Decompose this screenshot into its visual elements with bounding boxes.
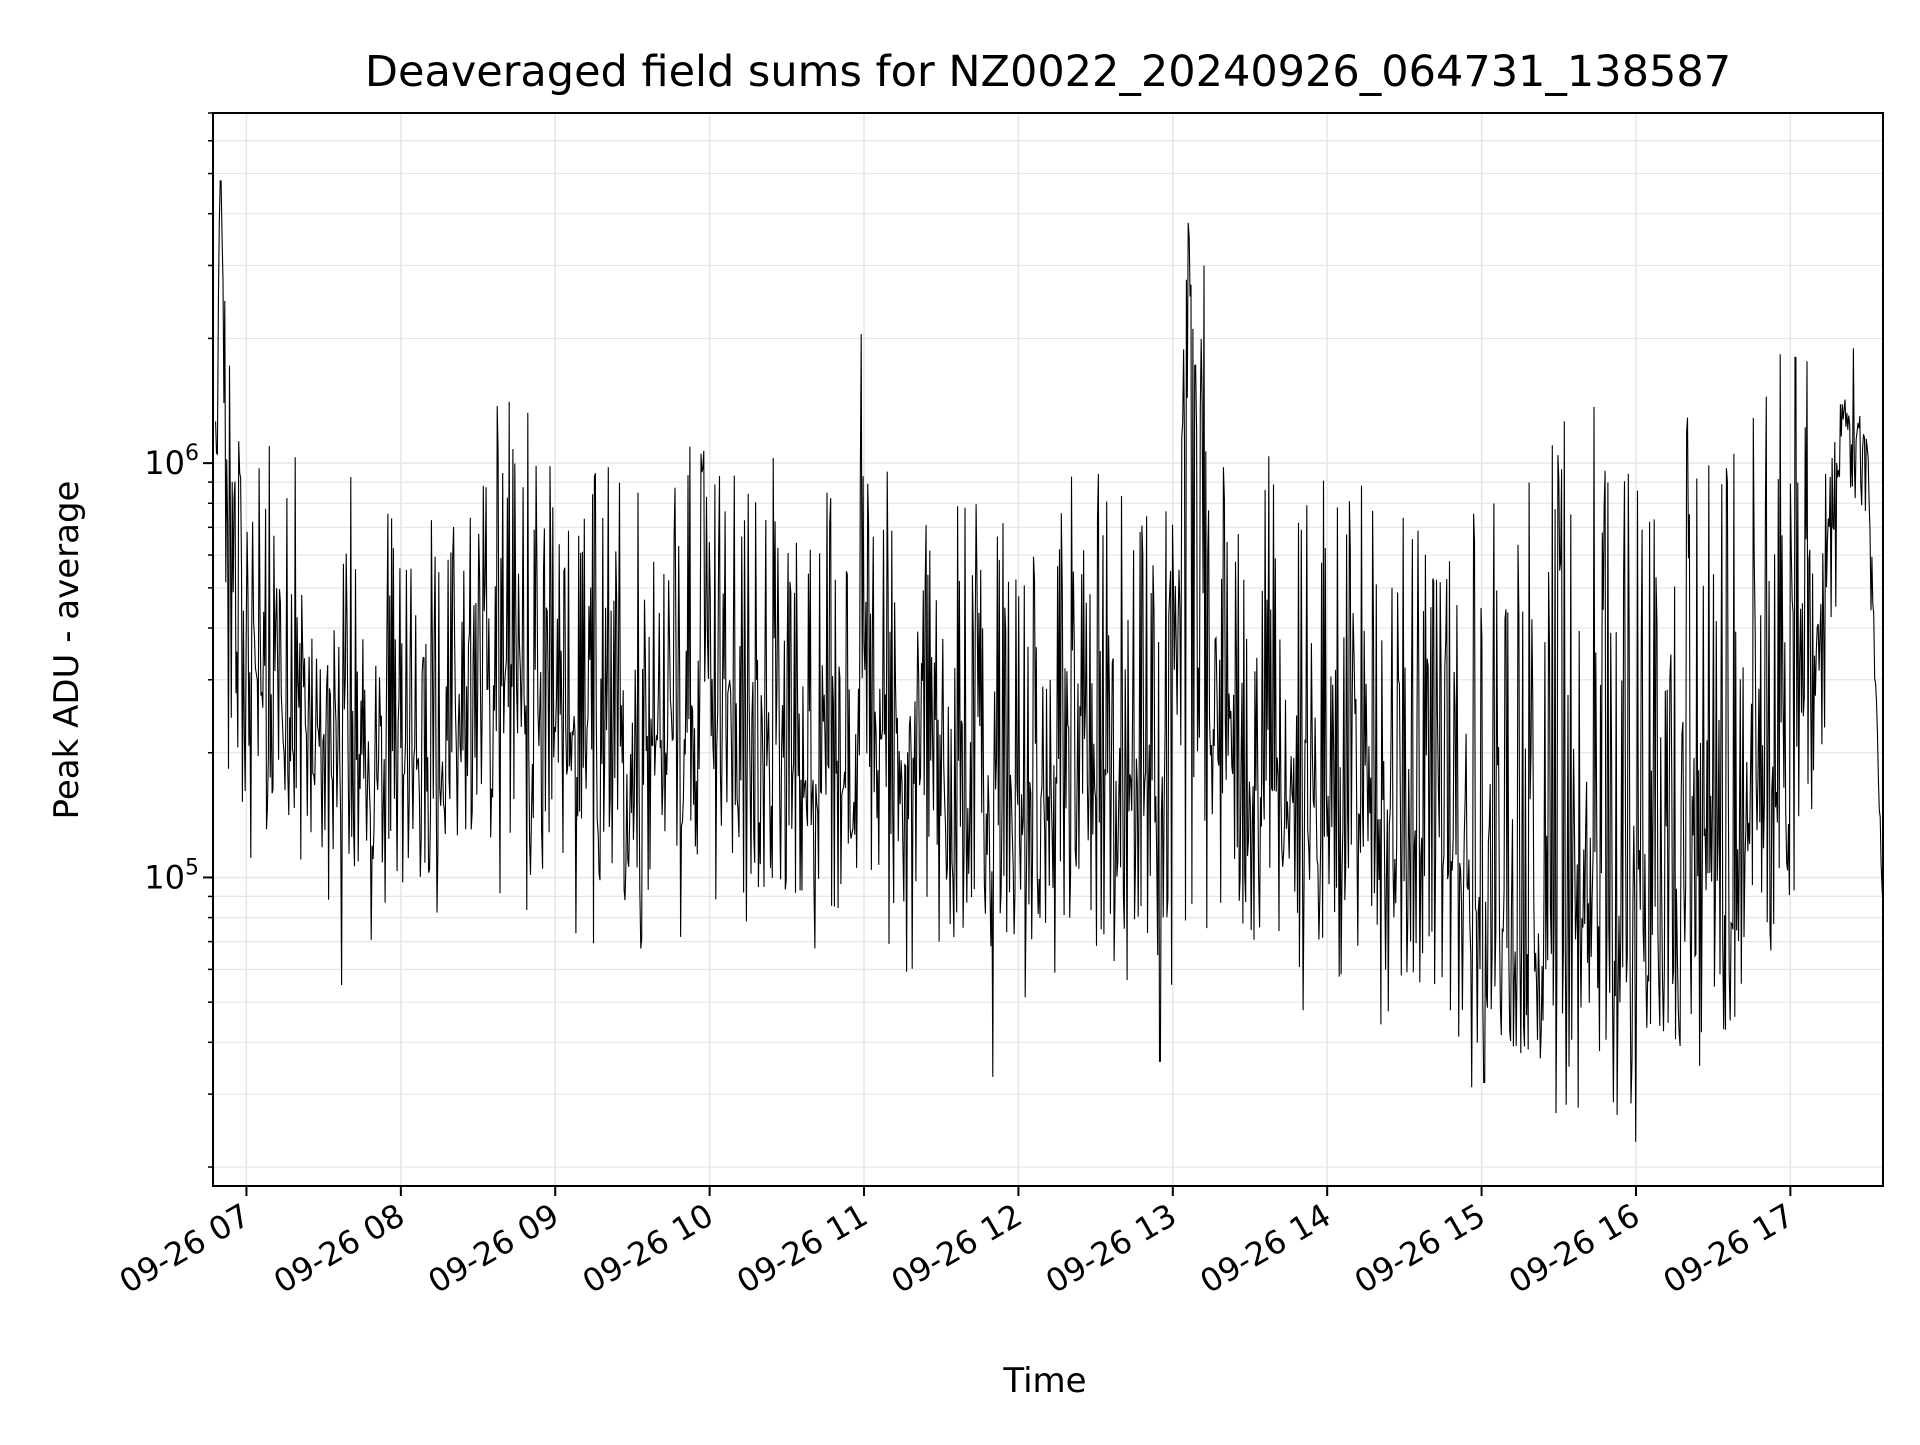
chart-title: Deaveraged field sums for NZ0022_2024092… — [365, 47, 1731, 97]
data-layer — [215, 180, 1884, 1142]
x-axis-label: Time — [1002, 1361, 1086, 1401]
series-line — [215, 180, 1884, 1142]
plot-frame — [212, 112, 1884, 1187]
y-axis-label: Peak ADU - average — [47, 481, 87, 820]
y-tick-label: 106 — [144, 441, 199, 482]
y-tick-label: 105 — [144, 855, 199, 896]
